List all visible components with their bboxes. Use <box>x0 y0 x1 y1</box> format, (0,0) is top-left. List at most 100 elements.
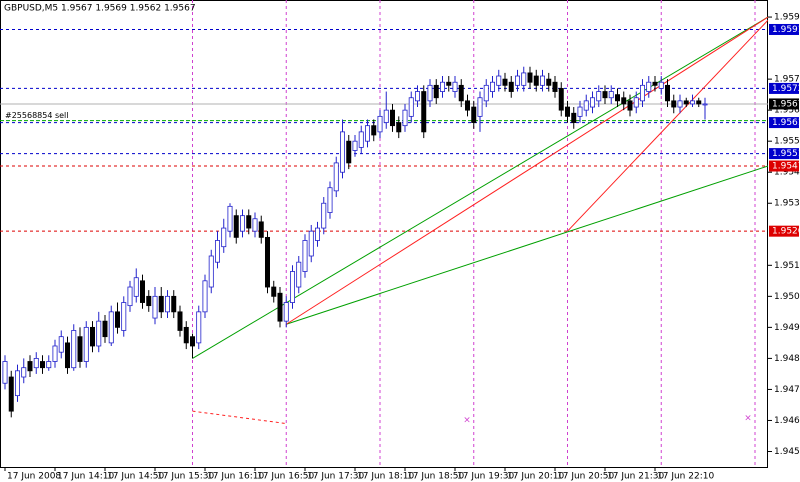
x-tick-label: 17 Jun 14:10 <box>57 472 114 482</box>
candle-body <box>90 326 96 347</box>
candle-body <box>158 295 164 313</box>
candle-body <box>383 109 389 123</box>
price-tag <box>769 117 799 129</box>
x-tick-label: 17 Jun 20:50 <box>557 472 614 482</box>
candle-body <box>665 84 671 102</box>
price-tag <box>769 98 799 110</box>
candle-body <box>371 125 377 136</box>
candle-body <box>652 81 658 86</box>
candle-body <box>583 100 589 111</box>
candle-body <box>521 72 527 86</box>
candle-body <box>183 326 189 344</box>
candle-body <box>233 215 239 238</box>
price-tag <box>769 23 799 35</box>
candle-body <box>471 106 477 123</box>
candle-body <box>65 342 71 369</box>
candle-body <box>133 277 139 297</box>
candle-body <box>21 367 27 378</box>
candle-body <box>596 91 602 102</box>
candle-body <box>333 162 339 192</box>
y-tick-label: 1.9475 <box>774 385 800 395</box>
candle-body <box>515 75 521 86</box>
y-tick-label: 1.9595 <box>774 13 800 23</box>
candle-body <box>146 295 152 307</box>
trendline <box>192 16 768 359</box>
candle-body <box>377 115 383 133</box>
candle-body <box>696 100 702 105</box>
candle-body <box>414 91 420 102</box>
candle-body <box>40 361 46 369</box>
candle-body <box>339 131 345 173</box>
candle-body <box>439 81 445 92</box>
candle-body <box>446 81 452 86</box>
candle-body <box>196 311 202 344</box>
candle-body <box>102 320 108 338</box>
candle-body <box>464 100 470 111</box>
candle-body <box>314 227 320 241</box>
y-tick-label: 1.9495 <box>774 323 800 333</box>
candle-body <box>308 230 314 257</box>
candle-body <box>533 75 539 86</box>
candle-body <box>489 81 495 92</box>
candle-body <box>402 109 408 127</box>
candle-body <box>565 106 571 117</box>
candle-body <box>527 72 533 83</box>
candle-body <box>52 345 58 362</box>
x-tick-label: 17 Jun 18:50 <box>407 472 464 482</box>
candle-body <box>502 78 508 86</box>
plot-frame <box>0 0 768 468</box>
y-tick-label: 1.9545 <box>774 168 800 178</box>
candle-body <box>608 91 614 99</box>
candle-body <box>540 75 546 86</box>
plot <box>0 0 768 467</box>
marker: × <box>744 414 752 424</box>
y-tick-label: 1.9535 <box>774 199 800 209</box>
candle-body <box>683 100 689 105</box>
candle-body <box>289 271 295 303</box>
candle-body <box>177 311 183 331</box>
candle-body <box>571 112 577 123</box>
price-tag-label: 1.9572 <box>772 84 800 94</box>
trendline <box>567 19 768 232</box>
candle-body <box>252 218 258 232</box>
trendline <box>192 410 287 425</box>
candle-body <box>633 97 639 108</box>
candle-body <box>202 280 208 313</box>
candle-body <box>214 240 220 263</box>
candle-body <box>171 295 177 313</box>
x-tick-label: 17 Jun 2008 <box>7 472 61 482</box>
candle-body <box>246 215 252 229</box>
price-tag-label: 1.9547 <box>772 162 800 172</box>
candle-body <box>408 97 414 117</box>
y-tick-label: 1.9465 <box>774 416 800 426</box>
candle-body <box>346 140 352 164</box>
y-tick-label: 1.9515 <box>774 261 800 271</box>
candle-body <box>671 100 677 108</box>
candle-body <box>358 131 364 148</box>
candle-body <box>389 109 395 127</box>
candle-body <box>352 140 358 151</box>
price-tag <box>769 160 799 172</box>
x-tick-label: 17 Jun 15:30 <box>157 472 214 482</box>
price-tag-label: 1.9567 <box>772 99 800 109</box>
candle-body <box>189 336 195 347</box>
candle-body <box>364 125 370 142</box>
candle-body <box>27 361 33 372</box>
candle-body <box>558 88 564 111</box>
x-tick-label: 17 Jun 14:50 <box>107 472 164 482</box>
candle-body <box>321 202 327 229</box>
y-tick-label: 1.9565 <box>774 106 800 116</box>
candle-body <box>46 361 52 369</box>
candle-body <box>108 311 114 344</box>
candle-body <box>258 221 264 238</box>
candle-body <box>621 97 627 105</box>
y-tick-label: 1.9575 <box>774 75 800 85</box>
x-tick-label: 17 Jun 20:10 <box>507 472 564 482</box>
marker: × <box>463 416 471 426</box>
candle-body <box>33 357 39 369</box>
x-tick-label: 17 Jun 22:10 <box>657 472 714 482</box>
candle-body <box>421 91 427 133</box>
candle-body <box>627 100 633 111</box>
